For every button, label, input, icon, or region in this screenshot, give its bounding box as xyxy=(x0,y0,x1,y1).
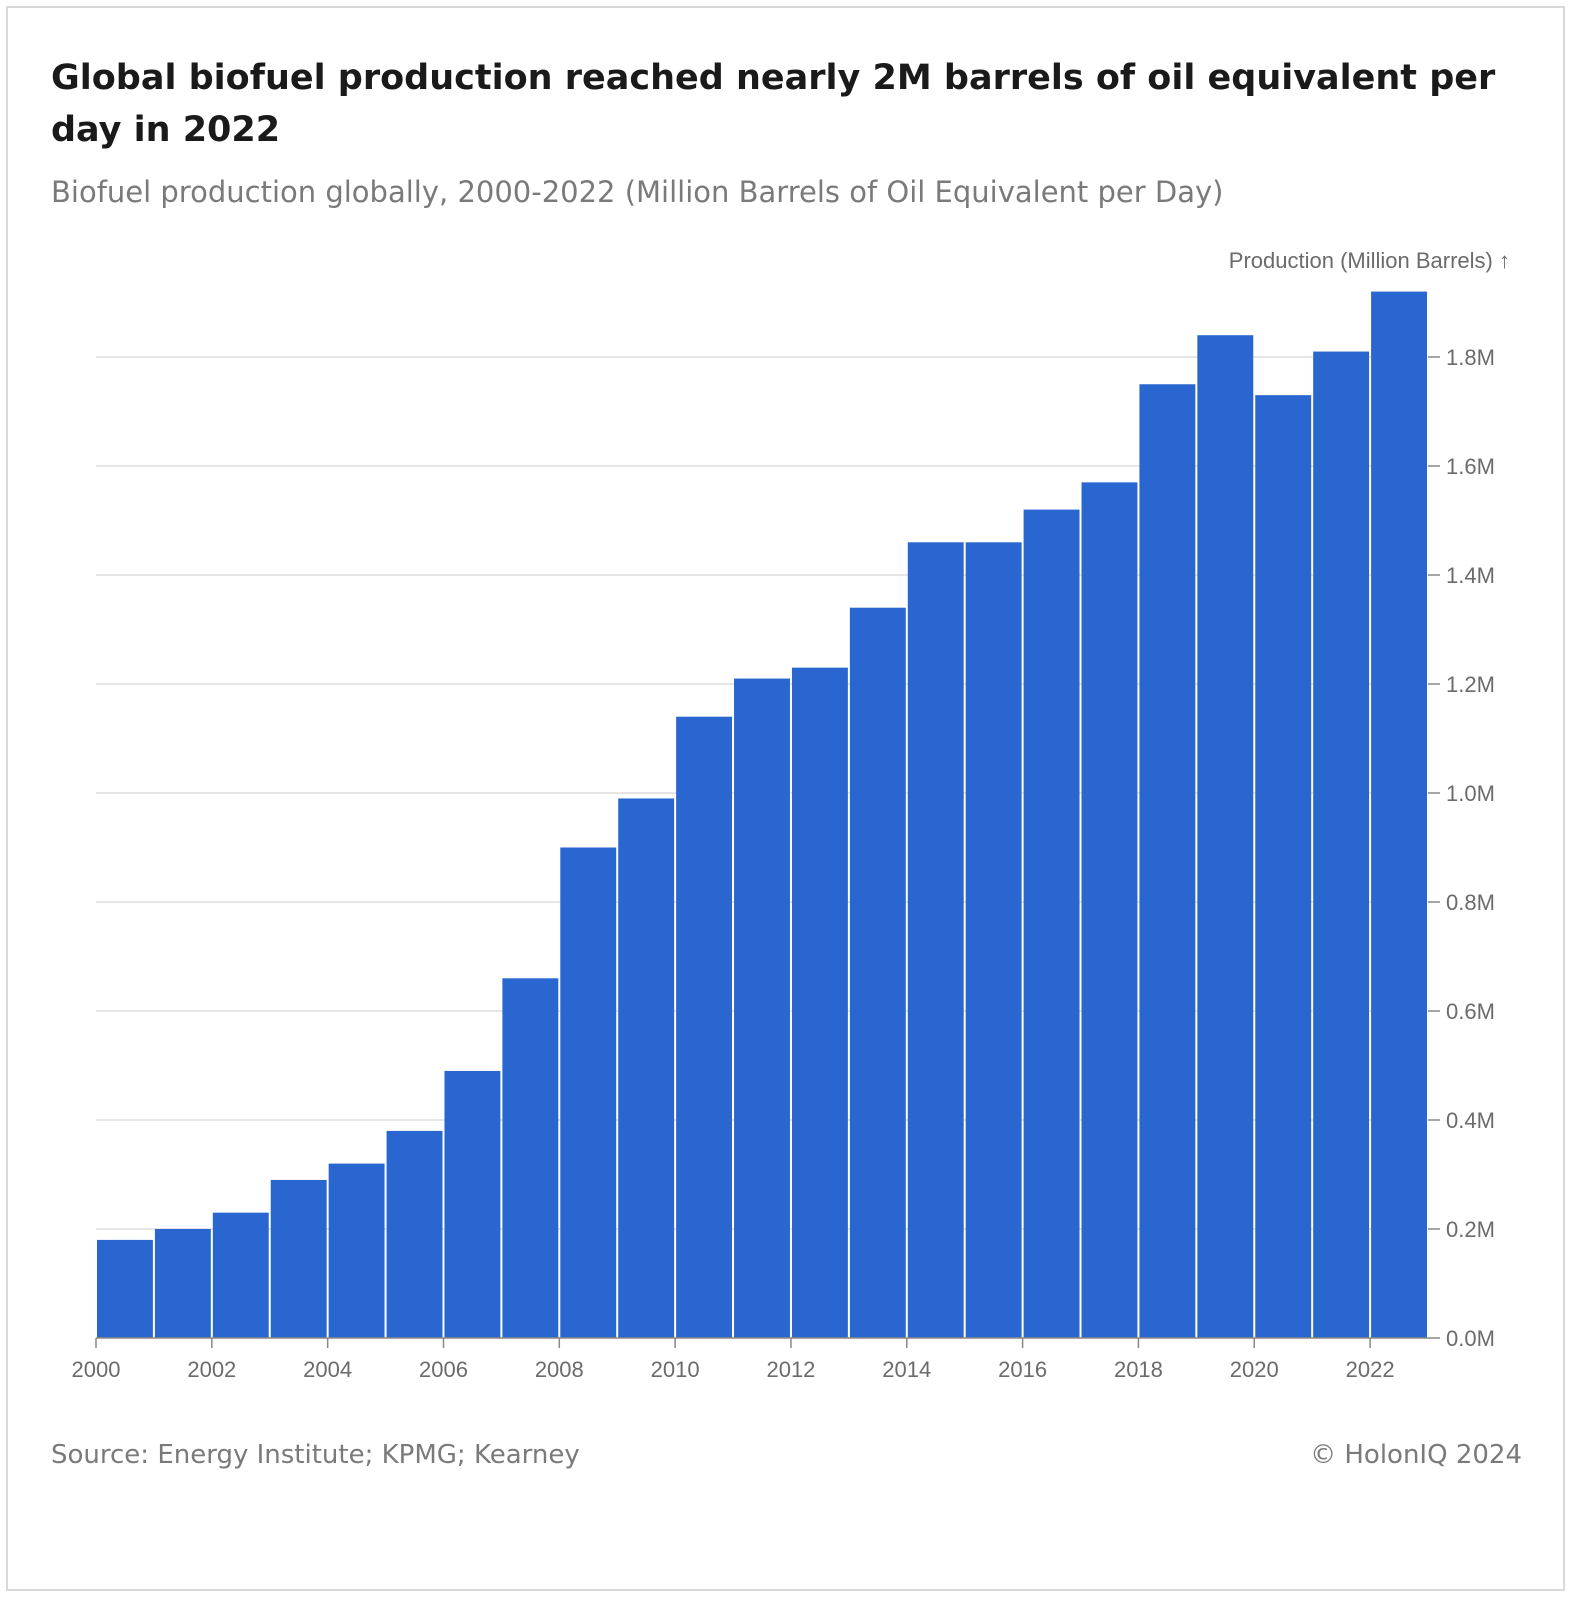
y-tick-label: 1.4M xyxy=(1446,563,1495,588)
bar-2018 xyxy=(1139,384,1196,1338)
axes: 0.0M 0.2M 0.4M 0.6M 0.8M 1.0M 1.2M 1.4M 1.6M 1.8M… xyxy=(72,345,1495,1382)
x-tick-label: 2016 xyxy=(998,1357,1047,1382)
bar-2011 xyxy=(734,678,790,1338)
y-tick-label: 1.8M xyxy=(1446,345,1495,370)
x-tick-label: 2018 xyxy=(1114,1357,1163,1382)
bar-2000 xyxy=(97,1239,153,1338)
copyright-note: © HolonIQ 2024 xyxy=(1310,1440,1522,1470)
bar-2021 xyxy=(1313,351,1370,1338)
bar-2014 xyxy=(907,542,964,1338)
bar-2019 xyxy=(1197,335,1254,1338)
y-axis-title: Production (Million Barrels) ↑ xyxy=(1229,248,1510,273)
bar-2005 xyxy=(386,1130,443,1338)
bar-2006 xyxy=(444,1070,501,1338)
source-note: Source: Energy Institute; KPMG; Kearney xyxy=(51,1440,580,1470)
x-tick-label: 2010 xyxy=(651,1357,700,1382)
x-tick-label: 2008 xyxy=(535,1357,584,1382)
bar-2016 xyxy=(1023,509,1080,1339)
bar-2012 xyxy=(791,667,848,1338)
bar-2010 xyxy=(676,716,733,1338)
bar-2003 xyxy=(270,1179,327,1338)
y-tick-label: 0.0M xyxy=(1446,1326,1495,1351)
x-tick-label: 2014 xyxy=(882,1357,931,1382)
y-tick-label: 0.2M xyxy=(1446,1217,1495,1242)
bar-2008 xyxy=(560,847,617,1338)
x-tick-label: 2012 xyxy=(766,1357,815,1382)
bar-2002 xyxy=(212,1212,269,1338)
chart-title: Global biofuel production reached nearly… xyxy=(51,58,1496,150)
x-tick-label: 2002 xyxy=(187,1357,236,1382)
y-tick-label: 0.8M xyxy=(1446,890,1495,915)
y-tick-label: 0.6M xyxy=(1446,999,1495,1024)
x-tick-label: 2006 xyxy=(419,1357,468,1382)
y-tick-label: 1.2M xyxy=(1446,672,1495,697)
bar-2013 xyxy=(849,607,906,1338)
bars xyxy=(97,291,1427,1339)
x-tick-label: 2000 xyxy=(72,1357,121,1382)
y-tick-label: 1.6M xyxy=(1446,454,1495,479)
y-tick-label: 0.4M xyxy=(1446,1108,1495,1133)
x-tick-label: 2004 xyxy=(303,1357,352,1382)
x-tick-label: 2022 xyxy=(1346,1357,1395,1382)
y-tick-label: 1.0M xyxy=(1446,781,1495,806)
bar-2009 xyxy=(618,798,675,1338)
x-tick-label: 2020 xyxy=(1230,1357,1279,1382)
bar-2015 xyxy=(965,542,1022,1338)
bar-2017 xyxy=(1081,482,1138,1339)
bar-2004 xyxy=(328,1163,385,1338)
bar-2007 xyxy=(502,978,559,1338)
chart-subtitle: Biofuel production globally, 2000-2022 (… xyxy=(51,175,1224,209)
bar-2022 xyxy=(1371,291,1427,1339)
bar-2020 xyxy=(1255,395,1312,1338)
bar-2001 xyxy=(154,1229,211,1338)
